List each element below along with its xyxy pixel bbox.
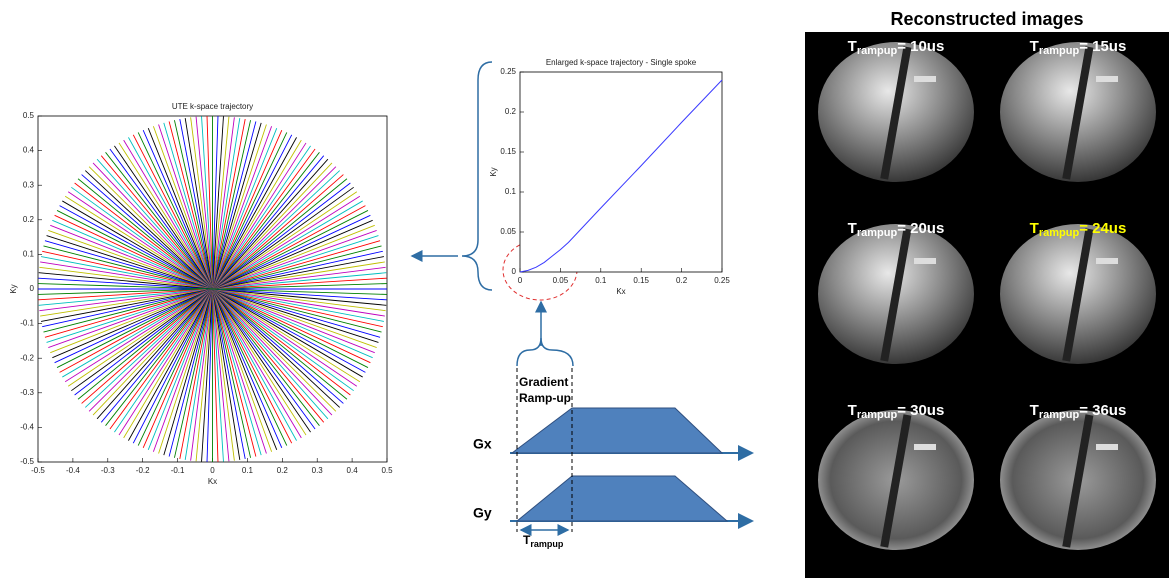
image-label: Trampup= 24us [1030, 220, 1127, 239]
y-tick-label: 0.2 [23, 215, 35, 224]
label-prefix: T [1030, 38, 1039, 55]
label-prefix: T [848, 220, 857, 237]
charts: -0.5 -0.4 -0.3 -0.2 -0.1 0 0.1 0.2 0.3 0.4 0.5 -0.5… [9, 58, 730, 486]
phantom-rod [880, 228, 912, 362]
images-title: Reconstructed images [890, 9, 1083, 29]
gy-label: Gy [473, 505, 492, 521]
label-prefix: T [1030, 220, 1039, 237]
trampup-sub: rampup [530, 539, 564, 549]
phantom-slot [914, 444, 936, 450]
label-suffix: = 30us [897, 402, 944, 419]
phantom-rod [1062, 414, 1094, 548]
label-subscript: rampup [857, 409, 898, 421]
gx-label: Gx [473, 436, 492, 452]
phantom-rod [1062, 46, 1094, 180]
y-tick-label: -0.3 [20, 388, 34, 397]
y-tick-label: -0.5 [20, 457, 34, 466]
label-subscript: rampup [857, 45, 898, 57]
spoke [38, 283, 387, 295]
gradient-label: Ramp-up [519, 391, 571, 405]
chart-title: Enlarged k-space trajectory - Single spo… [546, 58, 697, 67]
label-subscript: rampup [1039, 227, 1080, 239]
label-suffix: = 24us [1079, 220, 1126, 237]
axes-frame [519, 71, 723, 273]
x-tick-label: 0 [518, 276, 523, 285]
y-tick-label: -0.1 [20, 319, 34, 328]
x-tick-label: -0.4 [66, 466, 80, 475]
label-subscript: rampup [1039, 45, 1080, 57]
gradient-label: Gradient [519, 375, 568, 389]
label-prefix: T [848, 38, 857, 55]
x-axis-label: Kx [208, 477, 217, 486]
x-axis-label: Kx [616, 287, 625, 296]
phantom-slot [914, 76, 936, 82]
y-tick-label: 0.1 [23, 250, 35, 259]
x-tick-label: -0.2 [136, 466, 150, 475]
label-suffix: = 20us [897, 220, 944, 237]
x-tick-label: -0.1 [171, 466, 185, 475]
image-label: Trampup= 15us [1030, 38, 1127, 57]
x-tick-label: 0 [210, 466, 215, 475]
phantom-rod [1062, 228, 1094, 362]
image-label: Trampup= 10us [848, 38, 945, 57]
x-tick-label: 0.25 [714, 276, 730, 285]
y-tick-label: 0.5 [23, 111, 35, 120]
y-tick-label: 0.2 [505, 107, 517, 116]
y-tick-label: 0.05 [500, 227, 516, 236]
y-tick-label: 0.3 [23, 180, 35, 189]
y-tick-label: 0.4 [23, 146, 35, 155]
x-tick-label: 0.15 [633, 276, 649, 285]
chart-title: UTE k-space trajectory [172, 102, 253, 111]
trajectory-line [519, 79, 723, 273]
x-tick-label: -0.3 [101, 466, 115, 475]
gradient-diagram: Gradient Ramp-up Gx Gy Trampup [473, 368, 754, 549]
x-tick-label: 0.2 [676, 276, 688, 285]
y-axis-label: Ky [489, 167, 498, 176]
y-tick-label: 0.1 [505, 187, 517, 196]
phantom-slot [1096, 258, 1118, 264]
y-tick-label: 0.15 [500, 147, 516, 156]
x-tick-label: 0.4 [347, 466, 359, 475]
phantom-rod [880, 46, 912, 180]
trampup-main: T [523, 533, 531, 547]
label-prefix: T [1030, 402, 1039, 419]
label-subscript: rampup [857, 227, 898, 239]
x-tick-label: 0.05 [553, 276, 569, 285]
phantom-slot [914, 258, 936, 264]
y-axis-label: Ky [9, 284, 18, 293]
y-tick-label: -0.4 [20, 423, 34, 432]
x-tick-label: 0.2 [277, 466, 289, 475]
y-tick-label: -0.2 [20, 353, 34, 362]
image-label: Trampup= 36us [1030, 402, 1127, 421]
y-tick-label: 0 [30, 284, 35, 293]
label-suffix: = 10us [897, 38, 944, 55]
label-suffix: = 36us [1079, 402, 1126, 419]
x-tick-label: 0.1 [242, 466, 254, 475]
phantom-slot [1096, 444, 1118, 450]
x-tick-label: -0.5 [31, 466, 45, 475]
connectors [410, 61, 574, 367]
y-tick-label: 0.25 [500, 67, 516, 76]
y-tick-label: 0 [512, 267, 517, 276]
label-prefix: T [848, 402, 857, 419]
x-tick-label: 0.1 [595, 276, 607, 285]
label-subscript: rampup [1039, 409, 1080, 421]
x-tick-label: 0.3 [312, 466, 324, 475]
phantom-slot [1096, 76, 1118, 82]
image-label: Trampup= 20us [848, 220, 945, 239]
trampup-label: Trampup [523, 533, 564, 549]
phantom-rod [880, 414, 912, 548]
image-label: Trampup= 30us [848, 402, 945, 421]
x-tick-label: 0.5 [381, 466, 393, 475]
label-suffix: = 15us [1079, 38, 1126, 55]
